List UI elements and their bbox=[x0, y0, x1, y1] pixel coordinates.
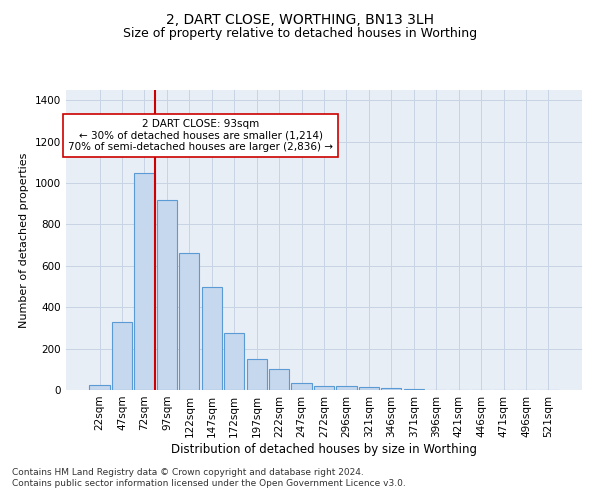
Bar bbox=[269, 370, 289, 390]
Bar bbox=[337, 386, 356, 390]
Text: Contains HM Land Registry data © Crown copyright and database right 2024.
Contai: Contains HM Land Registry data © Crown c… bbox=[12, 468, 406, 487]
Text: Size of property relative to detached houses in Worthing: Size of property relative to detached ho… bbox=[123, 28, 477, 40]
Bar bbox=[179, 254, 199, 390]
Bar bbox=[224, 333, 244, 390]
Bar bbox=[404, 389, 424, 390]
Bar bbox=[112, 322, 132, 390]
Text: 2, DART CLOSE, WORTHING, BN13 3LH: 2, DART CLOSE, WORTHING, BN13 3LH bbox=[166, 12, 434, 26]
Bar bbox=[157, 200, 177, 390]
Bar bbox=[381, 388, 401, 390]
Bar bbox=[359, 387, 379, 390]
Text: 2 DART CLOSE: 93sqm
← 30% of detached houses are smaller (1,214)
70% of semi-det: 2 DART CLOSE: 93sqm ← 30% of detached ho… bbox=[68, 119, 333, 152]
Bar bbox=[292, 383, 311, 390]
Bar bbox=[314, 386, 334, 390]
Bar bbox=[202, 286, 222, 390]
Y-axis label: Number of detached properties: Number of detached properties bbox=[19, 152, 29, 328]
Bar bbox=[89, 385, 110, 390]
Bar bbox=[134, 173, 155, 390]
Bar bbox=[247, 359, 267, 390]
X-axis label: Distribution of detached houses by size in Worthing: Distribution of detached houses by size … bbox=[171, 442, 477, 456]
